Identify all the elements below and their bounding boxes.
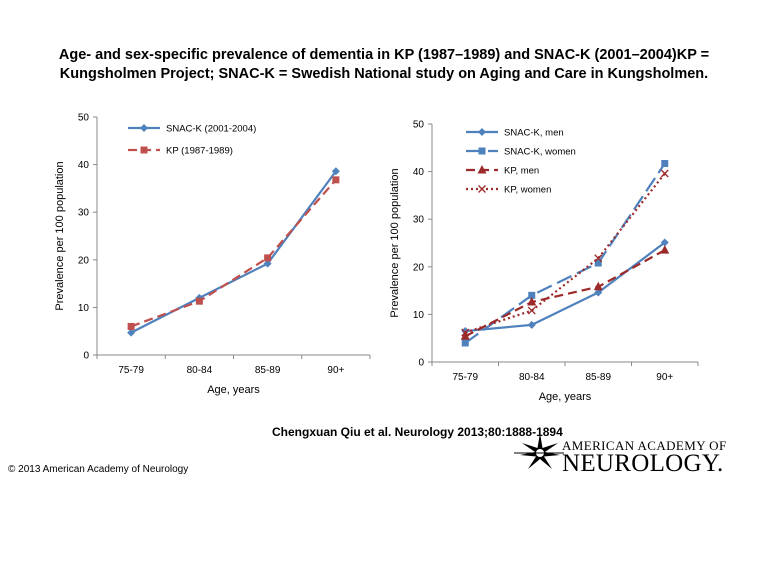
data-point bbox=[264, 254, 272, 262]
y-tick-label: 40 bbox=[413, 167, 425, 178]
title-line-2: Kungsholmen Project; SNAC-K = Swedish Na… bbox=[59, 66, 709, 82]
data-point bbox=[594, 288, 603, 297]
citation: Chengxuan Qiu et al. Neurology 2013;80:1… bbox=[272, 425, 563, 439]
legend-label: KP, men bbox=[504, 166, 539, 177]
x-tick-label: 85-89 bbox=[585, 372, 611, 383]
y-tick-label: 0 bbox=[83, 351, 89, 362]
data-point bbox=[460, 331, 470, 340]
legend-label: SNAC-K (2001-2004) bbox=[166, 124, 256, 135]
y-tick-label: 0 bbox=[418, 358, 424, 369]
y-tick-label: 10 bbox=[413, 310, 425, 321]
data-point bbox=[528, 291, 536, 299]
x-tick-label: 75-79 bbox=[118, 365, 144, 376]
page-title: Age- and sex-specific prevalence of deme… bbox=[20, 46, 748, 84]
data-point bbox=[527, 306, 536, 315]
y-tick-label: 50 bbox=[413, 120, 425, 131]
data-point bbox=[332, 176, 340, 184]
y-tick-label: 40 bbox=[78, 160, 90, 171]
series-line bbox=[465, 241, 666, 333]
aan-logo: AMERICAN ACADEMY OF NEUROLOGY. bbox=[514, 432, 746, 482]
legend-marker bbox=[478, 128, 486, 136]
y-tick-label: 50 bbox=[78, 113, 90, 124]
data-point bbox=[461, 339, 469, 347]
aan-starburst-icon bbox=[514, 433, 564, 469]
data-point bbox=[195, 297, 203, 305]
y-tick-label: 30 bbox=[413, 215, 425, 226]
x-tick-label: 75-79 bbox=[452, 372, 478, 383]
y-tick-label: 20 bbox=[78, 255, 90, 266]
legend-label: KP, women bbox=[504, 185, 551, 196]
y-tick-label: 10 bbox=[78, 303, 90, 314]
data-point bbox=[461, 328, 470, 337]
x-tick-label: 80-84 bbox=[187, 365, 213, 376]
series-line bbox=[464, 172, 666, 334]
y-axis-title: Prevalence per 100 population bbox=[389, 168, 401, 317]
data-point bbox=[263, 259, 272, 268]
legend-marker bbox=[478, 147, 486, 155]
x-tick-label: 90+ bbox=[656, 372, 673, 383]
data-point bbox=[660, 238, 669, 247]
data-point bbox=[594, 254, 603, 263]
aan-logo-line-2: NEUROLOGY. bbox=[562, 450, 724, 477]
data-point bbox=[127, 322, 135, 330]
legend-marker bbox=[140, 146, 148, 154]
legend-marker bbox=[140, 124, 148, 132]
x-axis-title: Age, years bbox=[539, 391, 592, 403]
x-tick-label: 85-89 bbox=[255, 365, 281, 376]
chart-sex-specific-prevalence: 0 10 20 30 40 50 75-79 80-84 85-89 90+ Age, years P… bbox=[389, 120, 699, 403]
data-point bbox=[331, 167, 340, 176]
series-line bbox=[464, 162, 666, 344]
x-tick-label: 90+ bbox=[327, 365, 344, 376]
data-point bbox=[594, 259, 602, 267]
data-point bbox=[461, 327, 470, 336]
x-tick-label: 80-84 bbox=[519, 372, 545, 383]
copyright: © 2013 American Academy of Neurology bbox=[8, 464, 189, 475]
series-line bbox=[130, 179, 337, 328]
y-tick-label: 20 bbox=[413, 262, 425, 273]
legend-label: SNAC-K, men bbox=[504, 128, 564, 139]
data-point bbox=[527, 320, 536, 329]
data-point bbox=[127, 328, 136, 337]
data-point bbox=[660, 169, 669, 178]
data-point bbox=[593, 281, 603, 291]
chart-overall-prevalence: 0 10 20 30 40 50 75-79 80-84 85-89 90+ Age, years P… bbox=[54, 113, 371, 396]
legend-label: KP (1987-1989) bbox=[166, 146, 233, 157]
legend-marker bbox=[477, 165, 487, 174]
legend-marker bbox=[478, 185, 486, 193]
data-point bbox=[661, 160, 669, 168]
data-point bbox=[527, 297, 537, 306]
legend-label: SNAC-K, women bbox=[504, 147, 576, 158]
series-line bbox=[130, 170, 337, 334]
x-axis-title: Age, years bbox=[207, 384, 260, 396]
y-tick-label: 30 bbox=[78, 208, 90, 219]
y-axis-title: Prevalence per 100 population bbox=[54, 161, 66, 310]
title-line-1: Age- and sex-specific prevalence of deme… bbox=[58, 47, 710, 63]
aan-logo-line-1: AMERICAN ACADEMY OF bbox=[562, 438, 727, 453]
data-point bbox=[660, 245, 670, 254]
